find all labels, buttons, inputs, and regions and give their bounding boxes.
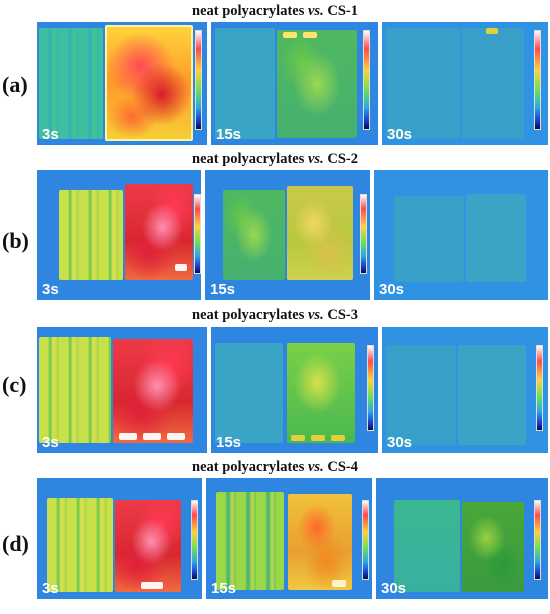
color-scale-bar	[534, 500, 541, 580]
cs-sample	[277, 30, 357, 138]
hot-spot	[331, 435, 345, 441]
hot-spot	[119, 433, 137, 440]
thermal-image-d-3s: 3s	[37, 478, 202, 599]
cs-sample	[113, 339, 193, 443]
neat-sample	[215, 28, 275, 139]
hot-spot	[141, 582, 163, 589]
cs-sample	[288, 494, 352, 590]
time-label: 15s	[210, 281, 236, 298]
cs-sample	[115, 500, 181, 592]
thermal-image-b-15s: 15s	[205, 170, 370, 300]
neat-sample	[386, 28, 460, 139]
time-label: 30s	[387, 434, 413, 451]
time-label: 15s	[216, 434, 242, 451]
neat-sample	[39, 28, 103, 139]
cs-sample	[458, 345, 526, 445]
cs-sample	[287, 343, 355, 443]
color-scale-bar	[191, 500, 198, 580]
thermal-image-c-15s: 15s	[211, 327, 378, 453]
time-label: 3s	[42, 434, 59, 451]
neat-sample	[386, 345, 456, 445]
hot-spot	[303, 32, 317, 38]
color-scale-bar	[362, 500, 369, 580]
hot-spot	[332, 580, 346, 587]
time-label: 15s	[211, 580, 237, 597]
time-label: 3s	[42, 281, 59, 298]
color-scale-bar	[363, 30, 370, 130]
neat-sample	[59, 190, 123, 280]
cs-sample	[466, 194, 526, 282]
hot-spot	[291, 435, 305, 441]
thermal-image-d-30s: 30s	[376, 478, 548, 599]
color-scale-bar	[360, 194, 367, 274]
cs-sample	[462, 502, 524, 592]
color-scale-bar	[195, 30, 202, 130]
neat-sample	[39, 337, 111, 443]
row-c-title: neat polyacrylates vs. CS-3	[192, 307, 358, 323]
thermal-image-a-15s: 15s	[211, 22, 378, 145]
row-d-label: (d)	[2, 531, 29, 556]
hot-spot	[311, 435, 325, 441]
time-label: 30s	[387, 126, 413, 143]
row-c-label: (c)	[2, 372, 27, 397]
color-scale-bar	[536, 345, 543, 431]
color-scale-bar	[534, 30, 541, 130]
cs-sample	[287, 186, 353, 280]
thermal-image-b-3s: 3s	[37, 170, 201, 300]
row-d-title: neat polyacrylates vs. CS-4	[192, 459, 358, 475]
time-label: 3s	[42, 126, 59, 143]
hot-spot	[486, 28, 498, 34]
neat-sample	[47, 498, 113, 592]
time-label: 30s	[379, 281, 405, 298]
neat-sample	[216, 492, 284, 590]
cs-sample	[105, 25, 193, 141]
color-scale-bar	[194, 194, 201, 274]
neat-sample	[215, 343, 283, 443]
color-scale-bar	[367, 345, 374, 431]
time-label: 15s	[216, 126, 242, 143]
thermal-image-d-15s: 15s	[206, 478, 372, 599]
hot-spot	[167, 433, 185, 440]
thermal-image-c-3s: 3s	[37, 327, 207, 453]
hot-spot	[283, 32, 297, 38]
time-label: 3s	[42, 580, 59, 597]
thermal-image-c-30s: 30s	[382, 327, 548, 453]
thermal-image-a-30s: 30s	[382, 22, 548, 145]
time-label: 30s	[381, 580, 407, 597]
thermal-image-a-3s: 3s	[37, 22, 207, 145]
neat-sample	[394, 500, 460, 592]
row-a-title: neat polyacrylates vs. CS-1	[192, 3, 358, 19]
row-b-label: (b)	[2, 228, 29, 253]
hot-spot	[143, 433, 161, 440]
neat-sample	[394, 196, 464, 282]
cs-sample	[462, 28, 524, 139]
hot-spot	[175, 264, 187, 271]
neat-sample	[223, 190, 285, 280]
row-b-title: neat polyacrylates vs. CS-2	[192, 151, 358, 167]
thermal-image-b-30s: 30s	[374, 170, 548, 300]
row-a-label: (a)	[2, 72, 28, 97]
